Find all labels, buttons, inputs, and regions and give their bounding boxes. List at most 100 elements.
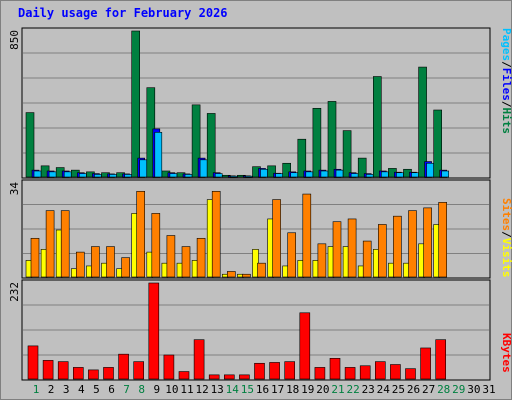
x-tick-label: 22: [346, 383, 359, 396]
x-tick-label: 21: [331, 383, 344, 396]
kbytes-bar: [284, 361, 296, 380]
pages-bar: [124, 174, 132, 178]
kbytes-bar: [73, 367, 84, 380]
sites-bar: [257, 262, 266, 278]
kbytes-bar: [118, 353, 129, 380]
pages-bar: [184, 174, 193, 178]
x-tick-label: 10: [165, 383, 178, 396]
sites-bar: [242, 273, 251, 278]
kbytes-bar: [163, 354, 175, 380]
pages-bar: [426, 162, 434, 178]
y-max-label: 34: [8, 182, 21, 196]
kbytes-bar: [27, 345, 39, 380]
x-tick-label: 14: [226, 383, 240, 396]
kbytes-bar: [103, 367, 114, 380]
x-tick-label: 1: [33, 383, 40, 396]
legend-files: Files: [500, 68, 512, 101]
x-tick-label: 15: [241, 383, 254, 396]
kbytes-bar: [254, 362, 265, 380]
pages-bar: [365, 174, 374, 178]
kbytes-bar: [269, 362, 280, 380]
sites-bar: [166, 235, 176, 278]
pages-bar: [139, 159, 147, 178]
x-tick-label: 23: [362, 383, 375, 396]
kbytes-bar: [178, 371, 190, 380]
hits-bar: [191, 104, 201, 178]
sites-bar: [106, 246, 115, 278]
hits-bar: [312, 107, 322, 178]
hits-bar: [206, 113, 216, 178]
sites-bar: [91, 246, 100, 278]
sites-bar: [332, 221, 342, 278]
kbytes-bar: [239, 374, 250, 380]
pages-bar: [169, 173, 178, 178]
x-tick-label: 11: [180, 383, 193, 396]
sites-bar: [408, 210, 417, 278]
pages-bar: [380, 171, 389, 178]
pages-bar: [396, 172, 404, 178]
x-tick-label: 17: [271, 383, 284, 396]
legend-visits-sites: Sites/Visits: [500, 198, 512, 278]
sites-bar: [181, 246, 191, 278]
pages-bar: [275, 173, 283, 178]
hits-bar: [327, 101, 337, 178]
legend-hits-files-pages: Pages/Files/Hits: [500, 28, 512, 134]
pages-bar: [63, 171, 72, 178]
x-tick-label: 8: [138, 383, 145, 396]
sites-bar: [196, 237, 206, 278]
hits-bar: [342, 130, 352, 178]
x-tick-label: 16: [256, 383, 269, 396]
sites-bar: [362, 240, 372, 278]
kbytes-bar: [344, 367, 356, 380]
pages-bar: [154, 132, 163, 178]
legend-hits: Hits: [500, 108, 512, 135]
hits-bar: [418, 66, 427, 178]
x-tick-label: 29: [452, 383, 465, 396]
pages-bar: [335, 169, 344, 178]
pages-bar: [109, 174, 117, 178]
kbytes-bar: [42, 360, 54, 380]
hits-bar: [131, 30, 140, 178]
pages-bar: [48, 171, 57, 178]
pages-bar: [350, 173, 359, 178]
x-tick-label: 9: [153, 383, 160, 396]
chart-title: Daily usage for February 2026: [18, 6, 228, 20]
kbytes-bar: [88, 369, 99, 380]
y-max-label: 232: [8, 282, 21, 302]
sites-bar: [30, 237, 40, 278]
kbytes-bar: [299, 312, 311, 380]
pages-bar: [441, 170, 450, 178]
legend-visits: Visits: [500, 238, 512, 278]
x-tick-label: 12: [195, 383, 208, 396]
pages-bar: [245, 175, 253, 178]
hits-bar: [372, 76, 382, 178]
sites-bar: [393, 215, 402, 278]
pages-bar: [33, 170, 42, 178]
sites-bar: [438, 202, 448, 278]
legend-sites: Sites: [500, 198, 512, 231]
sites-bar: [151, 213, 161, 278]
x-tick-label: 26: [407, 383, 420, 396]
pages-bar: [214, 173, 223, 178]
sites-bar: [121, 257, 130, 278]
y-max-label: 850: [8, 30, 21, 50]
x-tick-label: 25: [392, 383, 405, 396]
pages-bar: [94, 174, 102, 178]
x-tick-label: 3: [63, 383, 70, 396]
x-tick-label: 31: [482, 383, 495, 396]
x-tick-label: 19: [301, 383, 314, 396]
sites-bar: [377, 224, 387, 278]
pages-bar: [305, 171, 314, 178]
legend-pages: Pages: [500, 28, 512, 61]
kbytes-bar: [133, 361, 144, 380]
kbytes-bar: [390, 364, 401, 380]
kbytes-bar: [208, 374, 220, 380]
pages-bar: [199, 159, 208, 178]
kbytes-bar: [435, 339, 447, 380]
kbytes-bar: [329, 358, 341, 380]
kbytes-bar: [359, 365, 371, 380]
hits-bar: [297, 138, 307, 178]
kbytes-bar: [314, 367, 326, 380]
sites-bar: [287, 232, 297, 278]
